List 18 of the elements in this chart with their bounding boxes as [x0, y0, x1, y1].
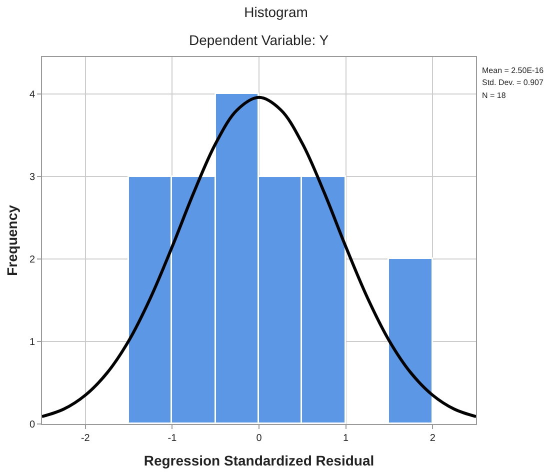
x-tick-label: -1	[168, 433, 178, 444]
x-axis-title: Regression Standardized Residual	[144, 452, 374, 468]
line-series	[42, 96, 476, 418]
x-tick-label: 1	[343, 433, 350, 444]
y-tick-label: 1	[29, 337, 36, 348]
y-tick-label: 3	[29, 172, 36, 184]
text: Std. Dev. = 0.907	[482, 78, 544, 87]
chart-title: Histogram	[244, 4, 308, 20]
x-tick-label: -2	[80, 433, 90, 444]
x-tick-label: 2	[430, 433, 436, 444]
chart-subtitle: Dependent Variable: Y	[189, 32, 330, 48]
y-tick-label: 0	[29, 420, 36, 430]
y-axis-title: Frequency	[4, 204, 20, 276]
text: Mean = 2.50E-16	[482, 66, 544, 75]
text: N = 18	[482, 91, 506, 100]
y-tick-label: 2	[29, 254, 36, 266]
x-tick-label: 0	[256, 433, 262, 444]
y-tick-label: 4	[29, 90, 36, 101]
